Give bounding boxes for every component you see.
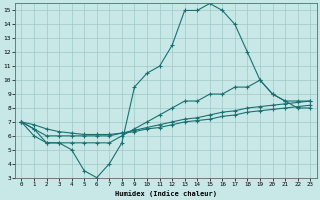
X-axis label: Humidex (Indice chaleur): Humidex (Indice chaleur) xyxy=(115,190,217,197)
